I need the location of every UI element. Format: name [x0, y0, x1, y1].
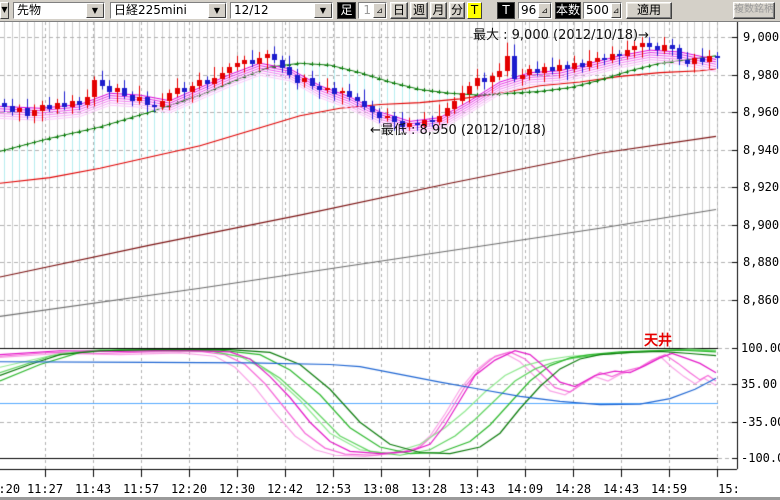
time-tick-label: 14:28 — [554, 482, 592, 496]
time-tick-label: 11:57 — [122, 482, 160, 496]
time-tick-label: 12:53 — [314, 482, 352, 496]
interval-minute-button[interactable]: 分 — [449, 2, 465, 19]
dropdown-arrow-icon: ▼ — [1, 5, 8, 14]
price-tick-label: 9,000 — [743, 30, 780, 44]
time-tick-label: 14:59 — [650, 482, 688, 496]
contract-month-select[interactable]: 12/12 ▼ — [230, 2, 333, 19]
spinner-icon[interactable]: ⊿ — [538, 3, 551, 18]
bar-count-value: 500 — [586, 3, 609, 17]
time-tick-label: 12:20 — [170, 482, 208, 496]
price-tick-label: 8,960 — [743, 105, 780, 119]
price-tick-label: 8,860 — [743, 292, 780, 307]
bar-count-label: 本数 — [555, 2, 581, 19]
interval-day-button[interactable]: 日 — [390, 2, 408, 19]
rci-tick-label: 35.00 — [741, 376, 778, 391]
spinner-icon[interactable]: ⊿ — [610, 3, 621, 18]
time-tick-label: 12:30 — [218, 482, 256, 496]
rci-tick-label: 100.00 — [741, 341, 780, 355]
contract-month-value: 12/12 — [234, 3, 269, 17]
interval-tick-button[interactable]: T — [467, 2, 482, 19]
price-tick-label: 8,880 — [743, 255, 780, 269]
clipped-dropdown-button[interactable]: ▼ — [0, 2, 9, 19]
dropdown-arrow-icon[interactable]: ▼ — [314, 3, 332, 18]
bar-count-stepper[interactable]: 500 ⊿ — [583, 2, 622, 19]
interval-value: 1 — [363, 3, 371, 17]
time-tick-label: 14:09 — [506, 482, 544, 496]
rci-tick-label: -100.0 — [741, 451, 780, 465]
time-tick-label: 13:08 — [362, 482, 400, 496]
time-tick-label: 13:28 — [410, 482, 448, 496]
time-tick-label: 11:20 — [0, 482, 21, 496]
time-tick-label: 11:43 — [74, 482, 112, 496]
symbol-select-value: 日経225mini — [114, 3, 187, 17]
dropdown-arrow-icon[interactable]: ▼ — [86, 3, 104, 18]
tick-count-stepper[interactable]: 96 ⊿ — [518, 2, 552, 19]
price-tick-label: 8,940 — [743, 142, 780, 157]
rci-tick-label: -35.00 — [741, 415, 780, 430]
market-select[interactable]: 先物 ▼ — [13, 2, 105, 19]
time-tick-label: 13:43 — [458, 482, 496, 496]
price-tick-label: 8,920 — [743, 180, 780, 194]
price-tick-label: 8,900 — [743, 217, 780, 232]
session-max-annotation: 最大 : 9,000 (2012/10/18)→ — [473, 28, 649, 43]
interval-stepper[interactable]: 1 ⊿ — [358, 2, 387, 19]
tick-count-value: 96 — [521, 3, 537, 17]
spinner-icon[interactable]: ⊿ — [373, 3, 386, 18]
time-tick-label: 14:43 — [602, 482, 640, 496]
time-tick-label: 15: — [718, 482, 740, 496]
price-tick-label: 8,980 — [743, 67, 780, 82]
market-select-value: 先物 — [17, 3, 42, 17]
time-tick-label: 12:42 — [266, 482, 304, 496]
multi-symbol-button[interactable]: 複数銘柄 — [733, 2, 775, 19]
interval-week-button[interactable]: 週 — [410, 2, 428, 19]
symbol-select[interactable]: 日経225mini ▼ — [110, 2, 227, 19]
window-bottom-edge — [0, 497, 780, 500]
ashi-button[interactable]: 足 — [337, 2, 356, 19]
time-tick-label: 11:27 — [26, 482, 64, 496]
apply-button[interactable]: 適用 — [626, 2, 672, 19]
tick-mode-button[interactable]: T — [497, 2, 515, 19]
toolbar: ▼ 先物 ▼ 日経225mini ▼ 12/12 ▼ 足 1 ⊿ 日 週 月 分… — [0, 0, 780, 22]
dropdown-arrow-icon[interactable]: ▼ — [208, 3, 226, 18]
session-min-annotation: ←最低 : 8,950 (2012/10/18) — [370, 123, 546, 138]
interval-month-button[interactable]: 月 — [430, 2, 447, 19]
ceiling-annotation: 天井 — [644, 333, 672, 349]
